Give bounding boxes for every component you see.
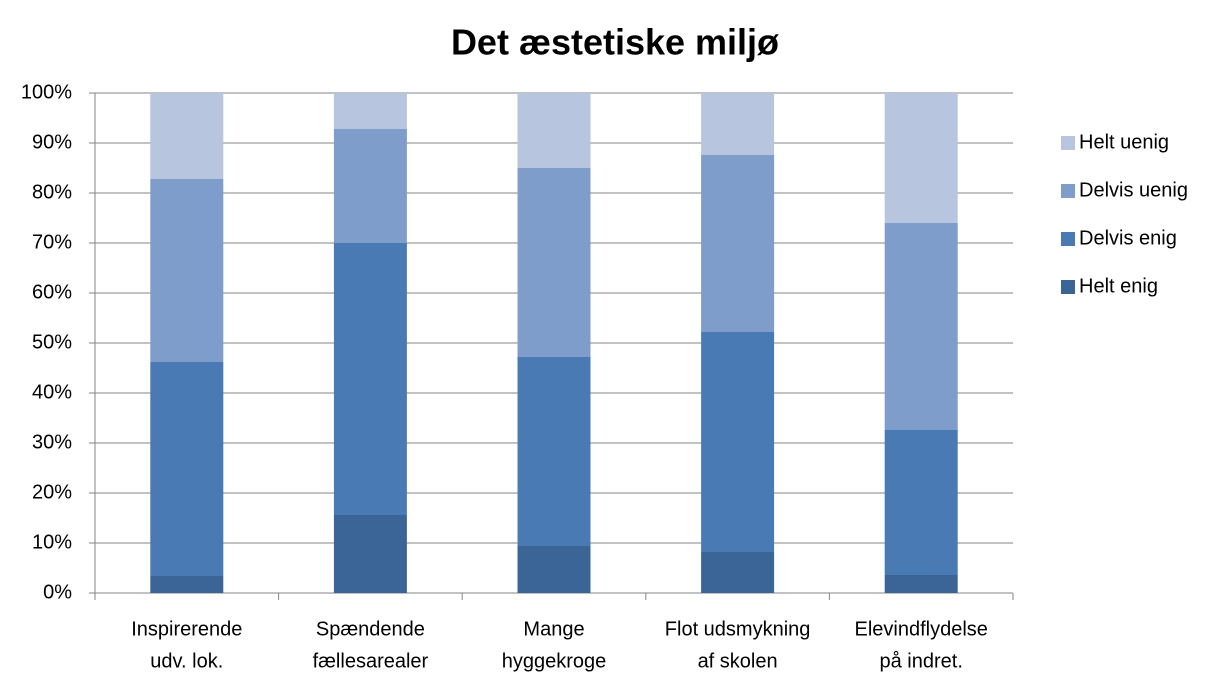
- bar-segment: [150, 179, 224, 362]
- bar-segment: [884, 223, 958, 430]
- chart-title: Det æstetiske miljø: [451, 22, 779, 63]
- x-tick-label: Elevindflydelse: [854, 618, 987, 640]
- x-tick-label: fællesarealer: [313, 650, 429, 672]
- legend-swatch: [1061, 184, 1075, 198]
- bar-segment: [517, 168, 591, 357]
- x-tick-label: Spændende: [316, 618, 425, 640]
- y-tick-label: 0%: [43, 581, 72, 603]
- y-tick-label: 90%: [32, 131, 72, 153]
- bar-segment: [701, 93, 775, 155]
- bar-segment: [701, 332, 775, 552]
- bar-segment: [884, 93, 958, 223]
- y-tick-label: 60%: [32, 281, 72, 303]
- bar-segment: [517, 357, 591, 546]
- legend-swatch: [1061, 136, 1075, 150]
- bar-segment: [884, 575, 958, 593]
- x-tick-label: udv. lok.: [150, 650, 223, 672]
- y-tick-label: 100%: [21, 81, 72, 103]
- legend-label: Delvis enig: [1079, 227, 1177, 249]
- legend-label: Helt enig: [1079, 275, 1158, 297]
- x-tick-label: på indret.: [880, 650, 963, 672]
- bar-segment: [701, 155, 775, 332]
- legend-label: Helt uenig: [1079, 131, 1169, 153]
- bar-segment: [884, 430, 958, 575]
- bar-segment: [333, 515, 407, 593]
- y-tick-label: 40%: [32, 381, 72, 403]
- x-tick-label: hyggekroge: [502, 650, 607, 672]
- bar-segment: [333, 243, 407, 515]
- y-tick-label: 10%: [32, 531, 72, 553]
- y-tick-label: 30%: [32, 431, 72, 453]
- legend-label: Delvis uenig: [1079, 179, 1188, 201]
- x-tick-label: Inspirerende: [131, 618, 242, 640]
- y-tick-label: 20%: [32, 481, 72, 503]
- bar-segment: [701, 552, 775, 593]
- bar-segment: [150, 362, 224, 576]
- legend-swatch: [1061, 280, 1075, 294]
- bar-segment: [517, 93, 591, 168]
- bar-segment: [150, 576, 224, 593]
- bar-segment: [150, 93, 224, 179]
- x-tick-label: Flot udsmykning: [665, 618, 811, 640]
- y-tick-label: 50%: [32, 331, 72, 353]
- legend-swatch: [1061, 232, 1075, 246]
- x-tick-label: af skolen: [698, 650, 778, 672]
- x-tick-label: Mange: [523, 618, 584, 640]
- y-tick-label: 70%: [32, 231, 72, 253]
- y-tick-label: 80%: [32, 181, 72, 203]
- bar-segment: [517, 546, 591, 593]
- bar-segment: [333, 129, 407, 243]
- bar-segment: [333, 93, 407, 129]
